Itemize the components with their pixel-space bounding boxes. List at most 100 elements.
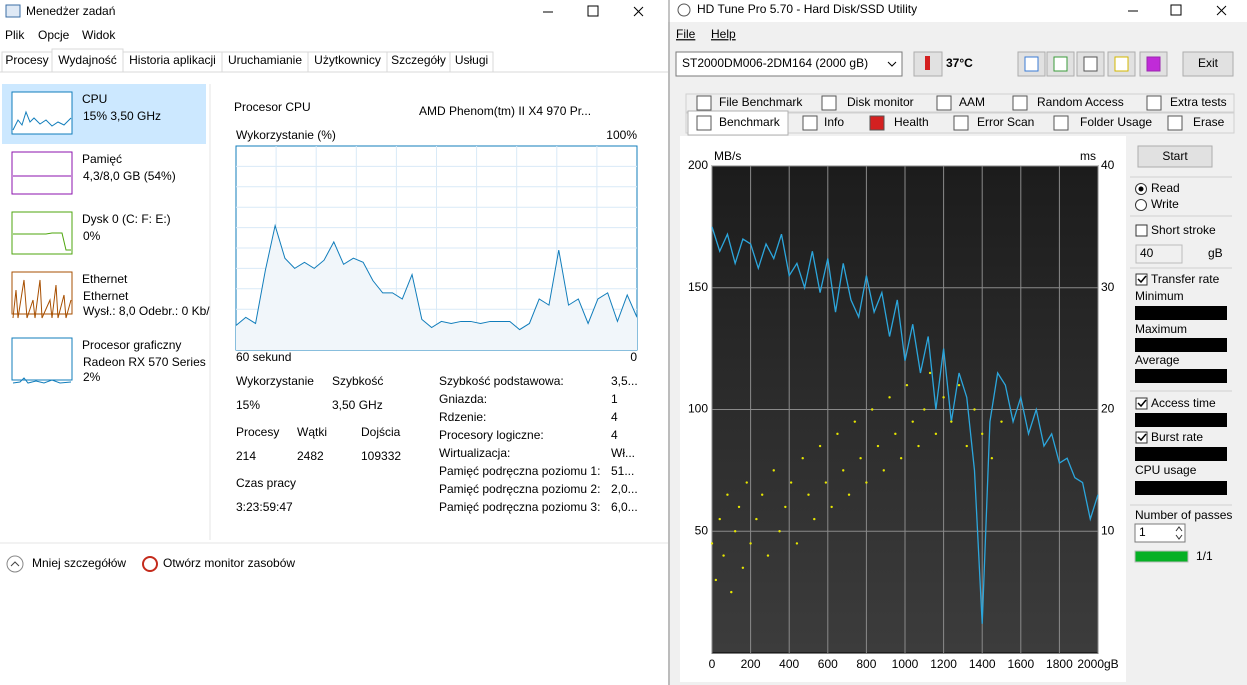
- exit-label[interactable]: Exit: [1198, 56, 1219, 70]
- result-box: [1135, 306, 1227, 320]
- checkbox[interactable]: [1135, 273, 1148, 286]
- model: AMD Phenom(tm) II X4 970 Pr...: [419, 104, 591, 118]
- menu-item[interactable]: Widok: [82, 28, 116, 42]
- close: [633, 6, 644, 17]
- tab-icon: [1012, 95, 1028, 111]
- device-name[interactable]: Ethernet: [82, 272, 128, 286]
- access-time-point: [784, 505, 787, 509]
- result-box: [1135, 369, 1227, 383]
- checkbox[interactable]: [1135, 431, 1148, 444]
- checkbox-label[interactable]: Short stroke: [1151, 223, 1216, 237]
- access-time-point: [990, 457, 994, 460]
- maximize[interactable]: [1170, 4, 1182, 16]
- stat-value: 214: [236, 449, 256, 463]
- tab-icon: [696, 95, 712, 111]
- access-time-point: [876, 444, 880, 448]
- progress-label: 1/1: [1196, 549, 1213, 563]
- result-value: 14.5 ms: [1159, 412, 1203, 426]
- tab-label[interactable]: Erase: [1193, 115, 1225, 129]
- start-button[interactable]: [1137, 145, 1213, 168]
- access-time-point: [894, 432, 897, 436]
- tab-label[interactable]: Error Scan: [977, 115, 1034, 129]
- checkbox-label[interactable]: Transfer rate: [1151, 272, 1220, 286]
- access-time-point: [778, 530, 781, 533]
- tab-label[interactable]: Procesy: [5, 53, 48, 67]
- thumbnail-graph: [12, 377, 72, 384]
- tab[interactable]: [449, 51, 494, 73]
- radio-write[interactable]: [1135, 199, 1147, 211]
- access-time-point: [818, 444, 822, 448]
- tab-label[interactable]: AAM: [959, 95, 985, 109]
- drive-name: ST2000DM006-2DM164 (2000 gB): [682, 56, 868, 70]
- tab-label[interactable]: Użytkownicy: [314, 53, 381, 67]
- title-bar: [668, 0, 1247, 22]
- property-label: Procesory logiczne:: [439, 428, 544, 442]
- tab-label[interactable]: File Benchmark: [719, 95, 803, 109]
- device-name[interactable]: Pamięć: [82, 152, 122, 166]
- menu-item[interactable]: Help: [711, 27, 736, 41]
- tab-label[interactable]: Disk monitor: [847, 95, 914, 109]
- checkbox[interactable]: [1135, 224, 1148, 237]
- app-icon: [5, 4, 21, 18]
- tab-label[interactable]: Folder Usage: [1080, 115, 1152, 129]
- passes-label: Number of passes: [1135, 508, 1232, 522]
- maximize[interactable]: [587, 5, 599, 17]
- menu-item[interactable]: File: [676, 27, 696, 41]
- tick-label: 0: [630, 350, 637, 364]
- menu-item[interactable]: Plik: [5, 28, 25, 42]
- radio-label[interactable]: Write: [1151, 197, 1179, 211]
- radio-label[interactable]: Read: [1151, 181, 1180, 195]
- tab-icon: [802, 115, 818, 131]
- tab-label[interactable]: Benchmark: [719, 115, 781, 129]
- x-tick-label: 400: [779, 657, 799, 671]
- start-label[interactable]: Start: [1162, 149, 1188, 163]
- passes-value[interactable]: 1: [1139, 525, 1146, 539]
- tab-label[interactable]: Health: [894, 115, 929, 129]
- property-label: Pamięć podręczna poziomu 3:: [439, 500, 600, 514]
- tab-label[interactable]: Uruchamianie: [228, 53, 302, 67]
- property-label: Wirtualizacja:: [439, 446, 510, 460]
- tab-label[interactable]: Szczegóły: [391, 53, 446, 67]
- tab-label[interactable]: Extra tests: [1170, 95, 1227, 109]
- x-tick-label: 1800: [1046, 657, 1073, 671]
- device-detail: Ethernet: [83, 289, 129, 303]
- exit-button[interactable]: [1182, 51, 1234, 77]
- drive-select[interactable]: [675, 51, 903, 77]
- check-mark: [1137, 399, 1147, 408]
- device-name[interactable]: Dysk 0 (C: F: E:): [82, 212, 171, 226]
- checkbox-label[interactable]: Access time: [1151, 396, 1216, 410]
- device-name[interactable]: CPU: [82, 92, 107, 106]
- tool-icon: [1024, 56, 1039, 72]
- checkbox[interactable]: [1135, 397, 1148, 410]
- stat-label: Procesy: [236, 425, 279, 439]
- axis-label: Wykorzystanie (%): [236, 128, 336, 142]
- x-tick-label: 2000gB: [1077, 657, 1118, 671]
- device-name[interactable]: Procesor graficzny: [82, 338, 181, 352]
- access-time-point: [730, 590, 733, 594]
- device-detail: Wysł.: 8,0 Odebr.: 0 Kb/: [83, 304, 210, 318]
- device-detail: 0%: [83, 229, 101, 243]
- device-detail: Radeon RX 570 Series: [83, 355, 206, 369]
- result-value: 125.7 MB/s: [1150, 368, 1212, 382]
- tab-label[interactable]: Random Access: [1037, 95, 1124, 109]
- collapse-icon[interactable]: [6, 555, 24, 573]
- progress-bar: [1134, 550, 1189, 563]
- access-time-point: [755, 517, 758, 521]
- access-time-point: [847, 493, 851, 496]
- resource-monitor-link[interactable]: Otwórz monitor zasobów: [163, 556, 295, 570]
- checkbox-label[interactable]: Burst rate: [1151, 430, 1203, 444]
- access-time-point: [789, 481, 793, 484]
- passes-input[interactable]: [1134, 523, 1186, 543]
- menu-item[interactable]: Opcje: [38, 28, 70, 42]
- stat-value: 109332: [361, 449, 401, 463]
- result-label: CPU usage: [1135, 463, 1197, 477]
- tab-label[interactable]: Info: [824, 115, 844, 129]
- access-time-point: [714, 578, 718, 582]
- tab-label[interactable]: Usługi: [455, 53, 488, 67]
- y2-tick-label: 30: [1101, 280, 1115, 294]
- thermometer: [925, 56, 930, 70]
- stat-value: 3:23:59:47: [236, 500, 293, 514]
- less-details[interactable]: Mniej szczegółów: [32, 556, 126, 570]
- tab-label[interactable]: Historia aplikacji: [129, 53, 216, 67]
- tab-label[interactable]: Wydajność: [58, 53, 117, 67]
